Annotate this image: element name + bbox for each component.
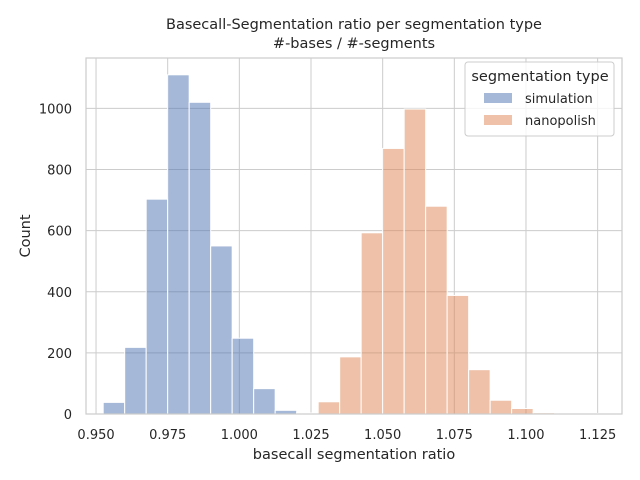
chart-title: Basecall-Segmentation ratio per segmenta… [166, 17, 542, 33]
histogram-bar-nanopolish [339, 356, 362, 415]
axes-frame [85, 57, 623, 415]
y-tick-label: 1000 [39, 102, 72, 117]
chart-subtitle: #-bases / #-segments [273, 36, 435, 52]
x-tick-labels: 0.950 0.975 1.000 1.025 1.050 1.075 1.100 1.125 [77, 428, 616, 443]
histogram-bar-nanopolish [317, 401, 341, 415]
histogram-bar-simulation [253, 388, 276, 415]
legend-swatch-nanopolish [484, 115, 512, 125]
y-tick-label: 200 [47, 347, 72, 362]
plot-frame [85, 57, 623, 415]
histogram-bar-nanopolish [382, 147, 405, 415]
histogram-bar-simulation [124, 346, 147, 415]
histogram-bar-simulation [145, 198, 169, 415]
histogram-bar-simulation [188, 101, 212, 415]
histogram-bar-nanopolish [360, 232, 384, 415]
x-tick-label: 1.000 [221, 428, 258, 443]
y-axis-label: Count [18, 214, 34, 257]
x-axis-label: basecall segmentation ratio [253, 447, 456, 463]
histogram-bar-simulation [210, 245, 233, 415]
y-tick-label: 0 [64, 408, 72, 423]
x-tick-label: 1.025 [292, 428, 329, 443]
histogram-bar-nanopolish [446, 294, 470, 415]
x-tick-label: 1.100 [507, 428, 544, 443]
y-tick-labels: 0 200 400 600 800 1000 [39, 102, 72, 423]
x-tick-label: 0.975 [149, 428, 186, 443]
x-tick-label: 0.950 [77, 428, 114, 443]
histogram-bar-nanopolish [489, 399, 513, 415]
x-tick-label: 1.050 [364, 428, 401, 443]
y-tick-label: 600 [47, 225, 72, 240]
legend-label-nanopolish: nanopolish [525, 114, 596, 129]
histogram-bar-nanopolish [403, 108, 427, 415]
histogram-bar-simulation [102, 401, 126, 415]
histogram-bar-nanopolish [468, 369, 491, 415]
legend: segmentation type simulation nanopolish [464, 61, 615, 137]
y-tick-label: 800 [47, 164, 72, 179]
legend-title: segmentation type [471, 69, 608, 85]
legend-swatch-simulation [484, 93, 512, 103]
histogram-bars [102, 74, 620, 415]
legend-label-simulation: simulation [525, 92, 593, 107]
x-tick-label: 1.125 [579, 428, 616, 443]
histogram-bar-nanopolish [511, 407, 534, 415]
histogram-bar-simulation [167, 74, 190, 415]
histogram-bar-simulation [231, 337, 255, 415]
y-tick-label: 400 [47, 286, 72, 301]
x-tick-label: 1.075 [436, 428, 473, 443]
histogram-bar-nanopolish [425, 205, 448, 415]
